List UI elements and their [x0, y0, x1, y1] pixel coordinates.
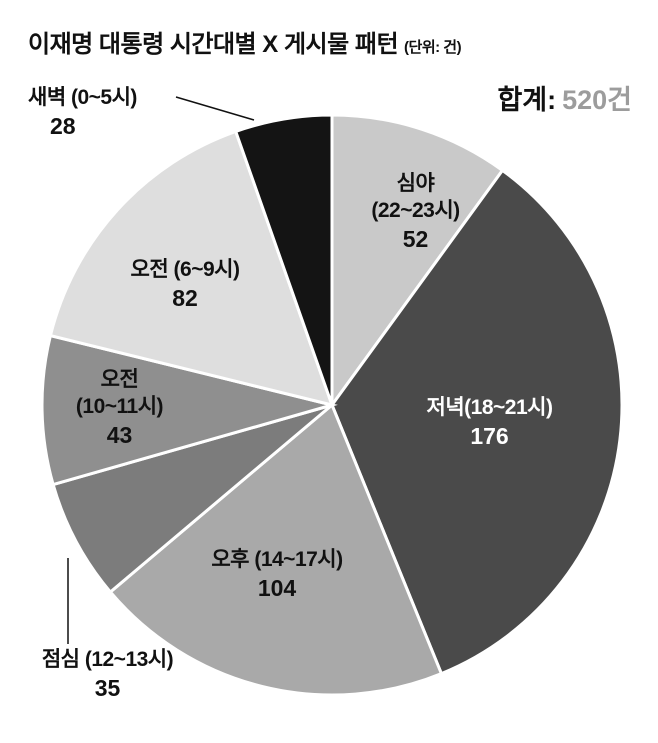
leader-line-dawn	[175, 96, 255, 121]
slice-label-text: (22~23시)	[371, 199, 460, 222]
slice-label-text: 새벽 (0~5시)	[28, 86, 137, 109]
slice-label-text: 심야	[396, 172, 435, 195]
pie-slice-morning-10-11	[40, 333, 338, 487]
pie-chart	[40, 113, 624, 697]
slice-label-afternoon: 오후 (14~17시) 104	[182, 546, 372, 603]
pie-slice-afternoon	[108, 402, 444, 697]
slice-label-dawn: 새벽 (0~5시) 28	[28, 84, 198, 141]
slice-label-morning-10-11: 오전 (10~11시) 43	[52, 366, 187, 450]
pie-slice-lunch	[51, 403, 333, 595]
total-value: 520건	[562, 85, 632, 115]
unit-label: (단위: 건)	[404, 39, 462, 56]
slice-label-text: 오후 (14~17시)	[211, 548, 343, 571]
slice-label-morning-6-9: 오전 (6~9시) 82	[95, 256, 275, 313]
slice-value: 28	[50, 113, 76, 139]
slice-label-lunch: 점심 (12~13시) 35	[10, 646, 205, 703]
total-badge: 합계: 520건	[497, 78, 632, 117]
page-title: 이재명 대통령 시간대별 X 게시물 패턴 (단위: 건)	[28, 24, 462, 59]
slice-value: 104	[257, 575, 297, 601]
slice-label-evening: 저녁(18~21시) 176	[382, 394, 597, 451]
slice-label-text: 저녁(18~21시)	[426, 396, 553, 419]
pie-slice-latenight	[330, 113, 505, 410]
slice-value: 35	[94, 675, 121, 701]
pie-slice-evening	[330, 168, 624, 676]
slice-label-text: 오전 (6~9시)	[130, 258, 240, 281]
pie-slice-morning-6-9	[48, 129, 335, 408]
slice-label-text: 오전	[100, 368, 139, 391]
slice-label-latenight: 심야 (22~23시) 52	[338, 170, 493, 254]
slice-value: 176	[470, 423, 509, 449]
total-label: 합계:	[497, 85, 557, 115]
slice-label-text: 점심 (12~13시)	[41, 648, 174, 671]
slice-label-text: (10~11시)	[75, 395, 164, 418]
slice-value: 43	[106, 422, 133, 448]
slice-value: 82	[172, 285, 198, 311]
pie-slice-dawn	[233, 113, 334, 406]
title-text: 이재명 대통령 시간대별 X 게시물 패턴	[28, 31, 399, 58]
slice-value: 52	[402, 226, 429, 252]
